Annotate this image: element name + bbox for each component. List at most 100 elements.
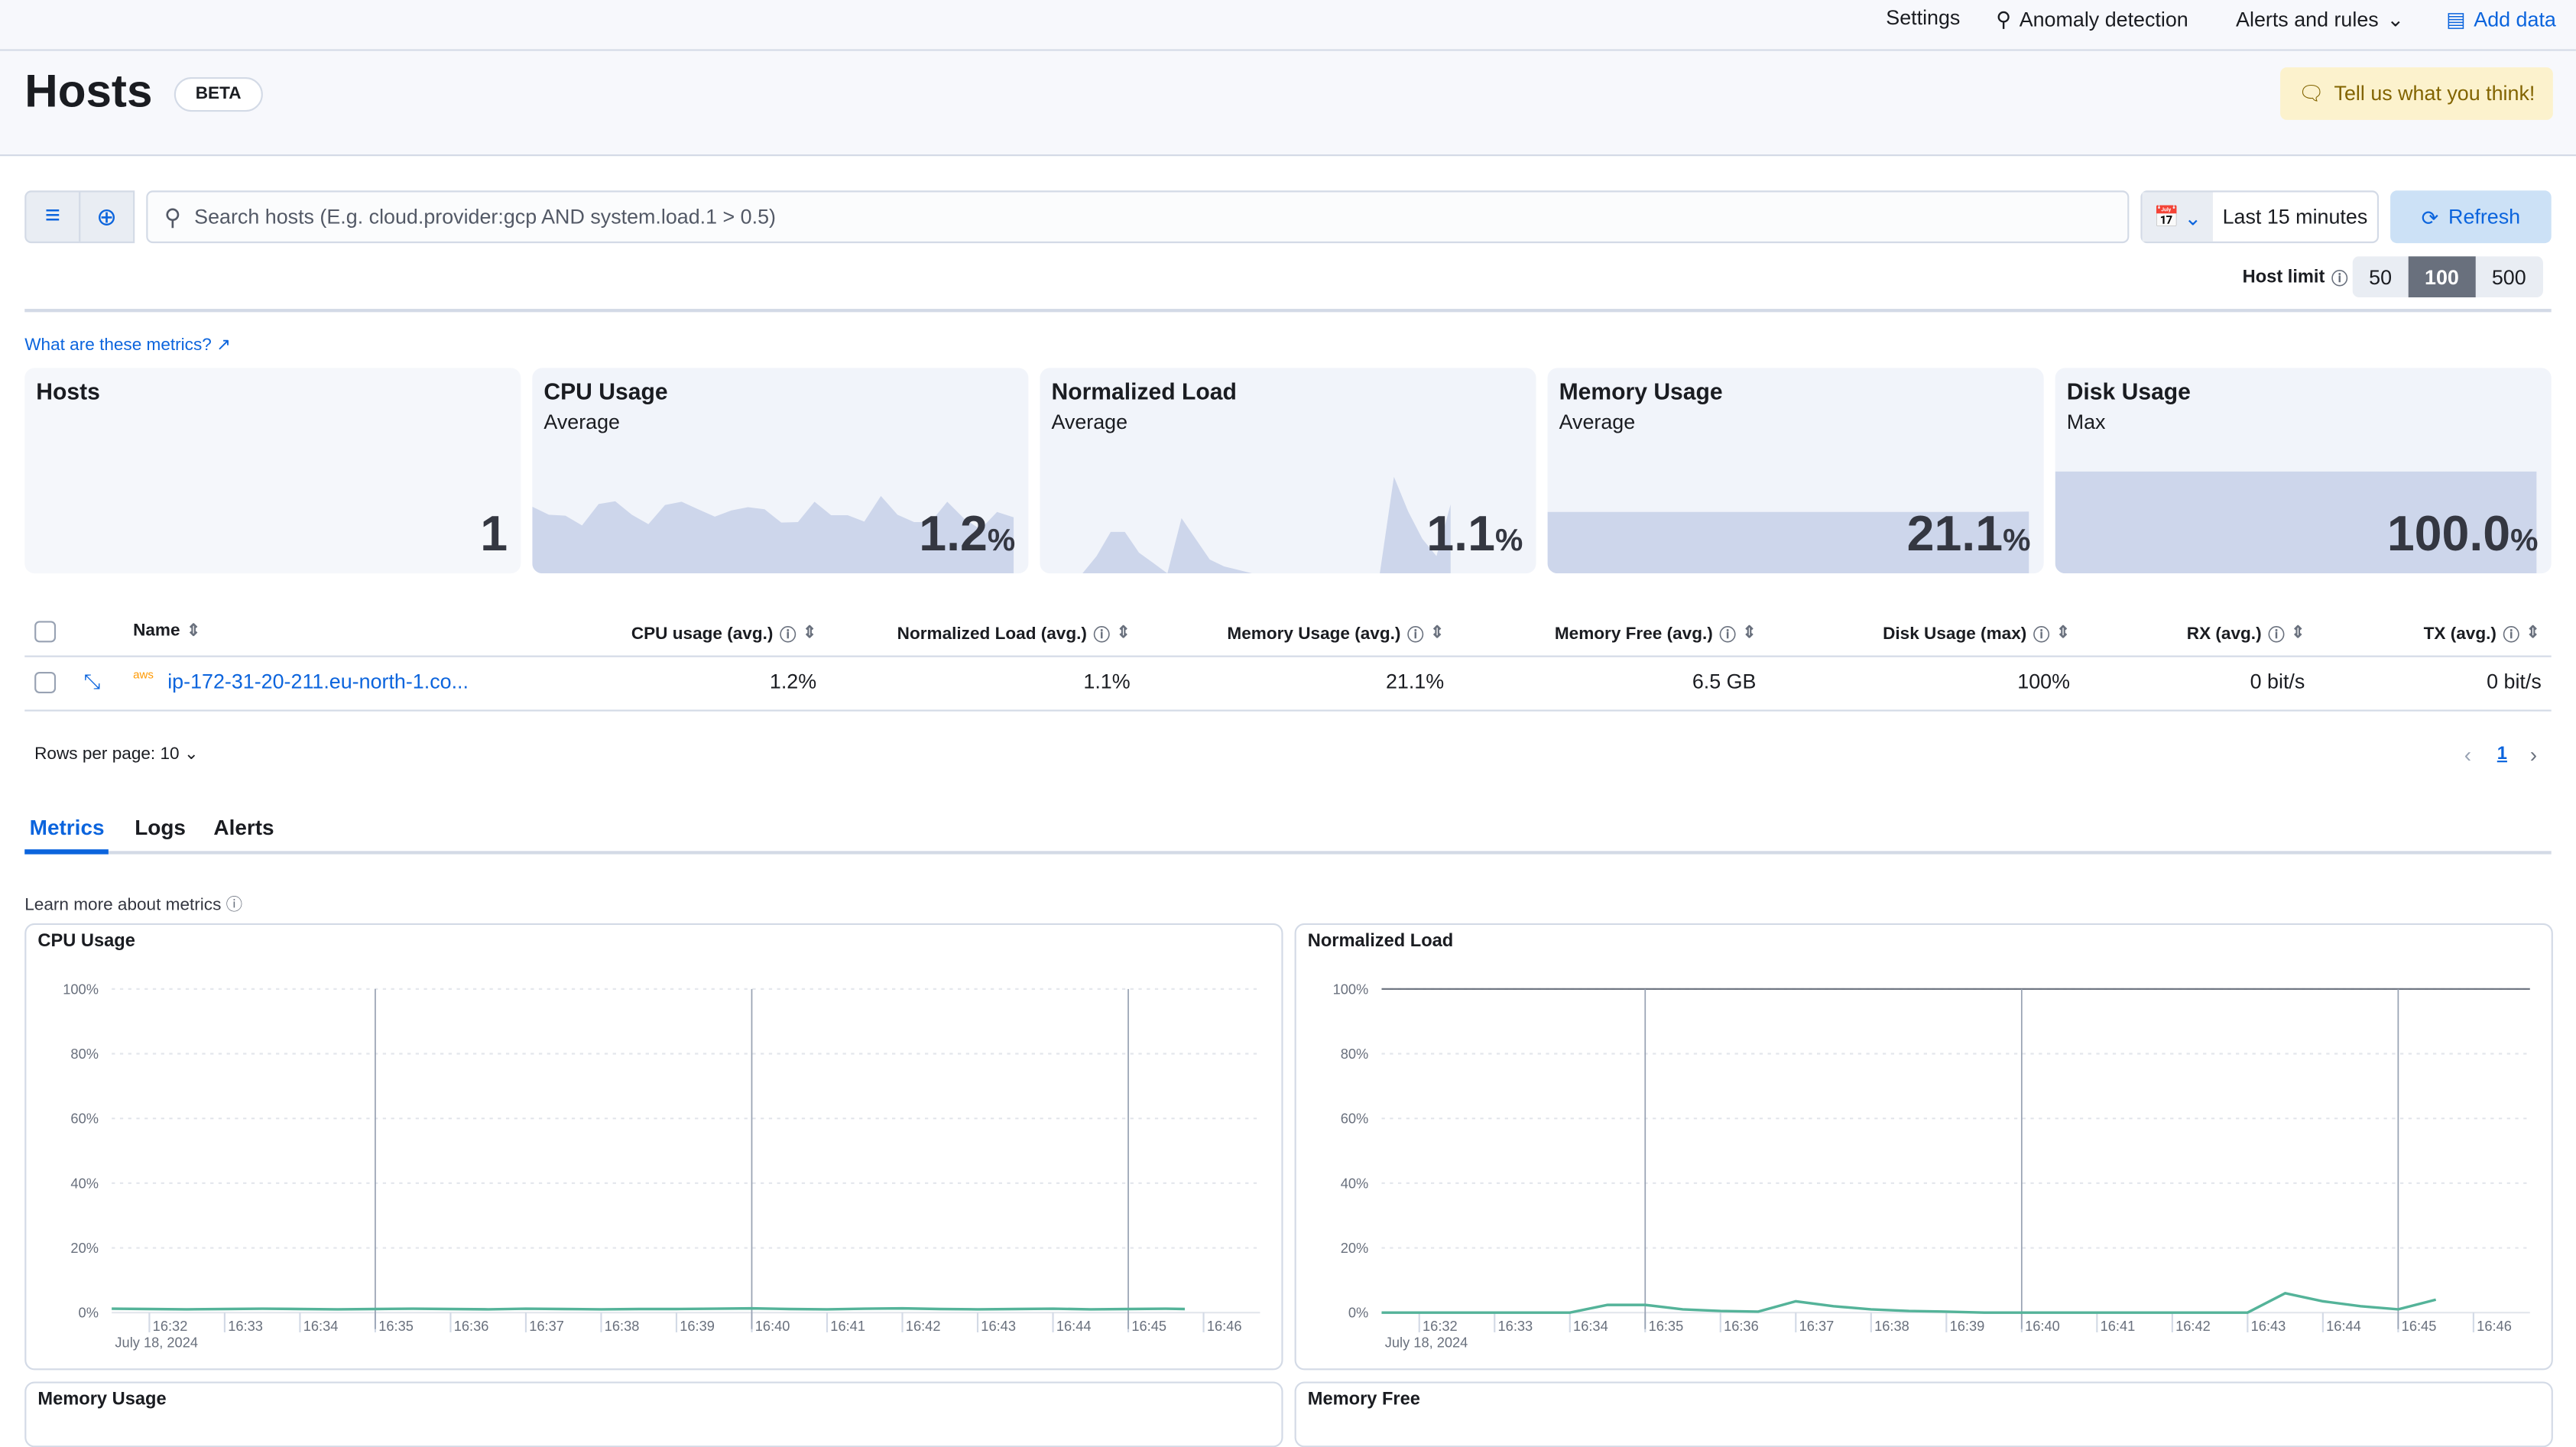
open-flyout-icon[interactable]: ⤡ [84,670,101,695]
tab-logs[interactable]: Logs [135,815,186,839]
kpi-subtitle: Average [1559,410,1636,433]
anomaly-detection-link[interactable]: ⚲Anomaly detection [1996,7,2188,31]
add-data-link[interactable]: ▤ Add data [2446,7,2556,31]
active-tab-indicator [24,849,109,854]
learn-more-metrics[interactable]: Learn more about metrics ⓘ [24,891,242,915]
help-icon[interactable]: ⓘ [2503,621,2519,645]
help-icon[interactable]: ⓘ [2033,621,2049,645]
y-tick-label: 0% [79,1305,99,1321]
help-icon[interactable]: ⓘ [780,621,796,645]
column-header[interactable]: Memory Usage (avg.)ⓘ⇕ [1227,621,1444,645]
add-data-icon: ▤ [2446,7,2465,31]
kpi-title: Memory Usage [1559,378,1723,404]
host-limit-100[interactable]: 100 [2409,256,2476,297]
filter-menu-button[interactable]: ≡ [26,192,80,241]
date-label: July 18, 2024 [1385,1334,1468,1350]
x-tick-label: 16:44 [1056,1318,1092,1334]
column-header[interactable]: TX (avg.)ⓘ⇕ [2424,621,2540,645]
search-input[interactable] [194,206,2127,229]
select-all-checkbox[interactable] [34,621,56,642]
y-tick-label: 80% [70,1046,99,1062]
rows-per-page-select[interactable]: Rows per page: 10 ⌄ [34,745,199,764]
tabs-divider [24,851,2551,854]
date-picker[interactable]: 📅⌄ Last 15 minutes [2140,190,2379,243]
x-tick-label: 16:33 [228,1318,263,1334]
search-bar[interactable]: ⚲ [146,190,2129,243]
sort-icon: ⇕ [1742,625,1756,643]
column-header[interactable]: RX (avg.)ⓘ⇕ [2187,621,2305,645]
host-name-link[interactable]: ip-172-31-20-211.eu-north-1.co... [167,670,469,693]
column-label: TX (avg.) [2424,624,2497,644]
x-tick-label: 16:35 [378,1318,414,1334]
y-tick-label: 40% [70,1175,99,1191]
x-tick-label: 16:43 [981,1318,1016,1334]
help-icon[interactable]: ⓘ [2268,621,2284,645]
prev-page-icon[interactable]: ‹ [2464,742,2471,767]
x-tick-label: 16:37 [1799,1318,1835,1334]
column-label: Name [133,621,180,641]
memory-free-chart-panel: Memory Free [1295,1381,2553,1447]
cell-load: 1.1% [1083,670,1130,693]
time-range[interactable]: Last 15 minutes [2213,192,2377,241]
kpi-unit: % [2003,524,2030,559]
next-page-icon[interactable]: › [2530,742,2537,767]
refresh-label: Refresh [2448,206,2520,229]
host-limit-selector: 50 100 500 [2353,256,2543,297]
settings-label: Settings [1886,7,1960,30]
column-header[interactable]: Disk Usage (max)ⓘ⇕ [1883,621,2070,645]
anomaly-label: Anomaly detection [2020,8,2188,31]
x-tick-label: 16:39 [680,1318,715,1334]
info-icon[interactable]: ⓘ [2331,264,2347,289]
column-header-name[interactable]: Name⇕ [133,621,200,641]
tab-metrics[interactable]: Metrics [30,815,105,839]
kpi-value: 100.0% [2387,508,2539,563]
cell-cpu: 1.2% [770,670,816,693]
add-data-label: Add data [2474,8,2556,31]
y-tick-label: 60% [1341,1111,1369,1127]
column-label: Normalized Load (avg.) [897,624,1087,644]
host-limit-50[interactable]: 50 [2353,256,2409,297]
column-header[interactable]: CPU usage (avg.)ⓘ⇕ [631,621,816,645]
host-limit-500[interactable]: 500 [2475,256,2542,297]
help-icon[interactable]: ⓘ [1407,621,1423,645]
column-header[interactable]: Memory Free (avg.)ⓘ⇕ [1555,621,1757,645]
kpi-title: CPU Usage [543,378,667,404]
tab-alerts[interactable]: Alerts [213,815,274,839]
page-1[interactable]: 1 [2497,745,2507,764]
search-icon: ⚲ [164,203,181,231]
divider [24,709,2551,711]
help-icon[interactable]: ⓘ [1094,621,1110,645]
x-tick-label: 16:46 [2477,1318,2512,1334]
kpi-card-disk-usage: Disk Usage Max 100.0% [2055,368,2552,573]
refresh-button[interactable]: ⟳Refresh [2390,190,2552,243]
x-tick-label: 16:45 [2402,1318,2437,1334]
add-filter-button[interactable]: ⊕ [80,192,133,241]
rows-per-page-label: Rows per page: 10 [34,745,179,764]
cell-memory: 21.1% [1386,670,1444,693]
settings-link[interactable]: Settings [1886,7,1960,30]
memory-usage-chart-panel: Memory Usage [24,1381,1283,1447]
alerts-rules-menu[interactable]: Alerts and rules⌄ [2236,7,2404,31]
metrics-info-link[interactable]: What are these metrics? ↗ [24,335,231,355]
feedback-button[interactable]: 🗨Tell us what you think! [2280,67,2553,120]
x-tick-label: 16:44 [2326,1318,2361,1334]
feedback-label: Tell us what you think! [2334,82,2535,105]
quick-select-button[interactable]: 📅⌄ [2143,192,2213,241]
sort-icon: ⇕ [1117,625,1131,643]
help-icon[interactable]: ⓘ [1719,621,1735,645]
row-checkbox[interactable] [34,672,56,693]
x-tick-label: 16:42 [906,1318,941,1334]
sort-icon: ⇕ [1430,625,1444,643]
kpi-title: Normalized Load [1051,378,1236,404]
cell-tx: 0 bit/s [2487,670,2542,693]
x-tick-label: 16:36 [454,1318,489,1334]
date-label: July 18, 2024 [115,1334,198,1350]
kpi-title: Disk Usage [2067,378,2191,404]
column-header[interactable]: Normalized Load (avg.) ⓘ ⇕ [897,621,1131,645]
kpi-subtitle: Max [2067,410,2106,433]
